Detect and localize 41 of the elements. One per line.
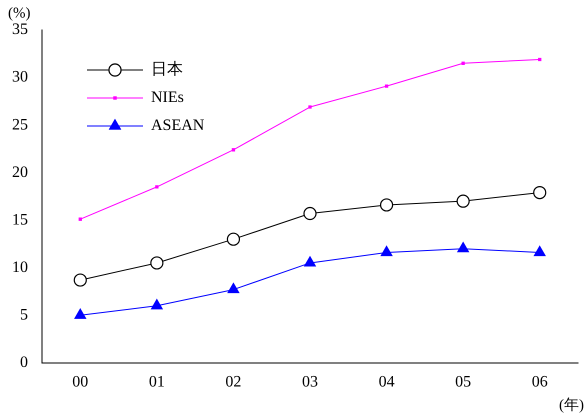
x-tick-label: 01: [148, 374, 165, 391]
x-tick-label: 02: [225, 374, 242, 391]
legend-label: NIEs: [151, 89, 184, 106]
legend-label: 日本: [151, 60, 183, 78]
point: [151, 299, 163, 310]
x-axis-title: (年): [559, 396, 584, 414]
point: [538, 58, 542, 62]
point: [457, 242, 469, 252]
point: [74, 273, 87, 287]
point: [74, 308, 86, 319]
point: [155, 185, 159, 189]
point: [304, 256, 316, 267]
y-tick-label: 15: [12, 211, 28, 228]
x-tick-label: 04: [378, 374, 395, 391]
point: [78, 218, 82, 221]
point: [228, 282, 240, 294]
point: [232, 148, 236, 152]
y-axis-title: (%): [8, 5, 30, 22]
point: [384, 84, 388, 88]
point: [456, 194, 470, 208]
y-tick-label: 20: [12, 164, 28, 181]
point: [226, 232, 240, 246]
x-tick-label: 00: [72, 374, 88, 391]
y-tick-label: 0: [20, 354, 28, 372]
point: [380, 198, 394, 212]
y-tick-label: 30: [12, 68, 28, 86]
point: [533, 186, 546, 200]
x-tick-label: 05: [455, 374, 472, 391]
point: [380, 246, 392, 256]
y-tick-label: 35: [12, 21, 28, 38]
y-tick-label: 25: [12, 116, 28, 134]
x-tick-label: 06: [532, 374, 548, 391]
point: [534, 246, 546, 256]
point: [461, 62, 465, 65]
y-tick-label: 10: [12, 258, 28, 276]
y-tick-label: 5: [20, 306, 28, 324]
point: [303, 206, 317, 220]
point: [308, 105, 312, 109]
point: [150, 256, 164, 270]
x-tick-label: 03: [302, 374, 318, 391]
legend-label: ASEAN: [151, 117, 205, 134]
